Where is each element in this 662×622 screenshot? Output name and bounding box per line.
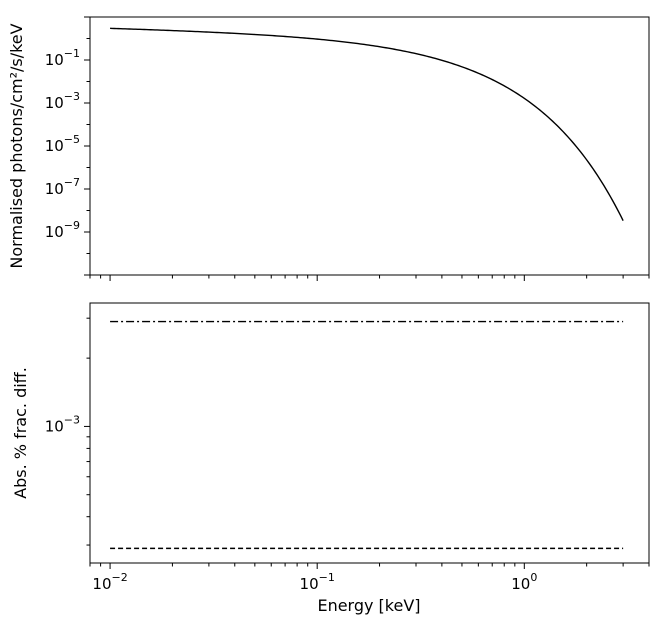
x-tick-label: 100: [511, 571, 537, 593]
top-y-axis-label: Normalised photons/cm²/s/keV: [7, 23, 26, 268]
bottom-x-ticks: 10−2 10−1 100: [89, 563, 650, 593]
y-tick-label: 10−3: [45, 90, 80, 112]
bottom-series-group: [110, 320, 624, 550]
bottom-plot-frame: [89, 302, 650, 564]
x-axis-label: Energy [keV]: [317, 596, 420, 615]
top-plot-frame: [89, 16, 650, 276]
y-tick-label: 10−9: [45, 219, 80, 241]
x-tick-label: 10−1: [300, 571, 335, 593]
y-tick-label: 10−1: [45, 47, 80, 69]
y-tick-label: 10−3: [45, 413, 80, 435]
y-tick-label: 10−7: [45, 176, 80, 198]
bottom-panel: 10−2 10−1 100 10−3 Abs. % frac. diff. Ener…: [11, 302, 650, 615]
bottom-y-axis-label: Abs. % frac. diff.: [11, 367, 30, 499]
y-tick-label: 10−5: [45, 133, 80, 155]
top-panel: 10−1 10−3 10−5 10−7 10−9 Normalised photons/…: [7, 16, 650, 281]
x-tick-label: 10−2: [92, 571, 127, 593]
bottom-y-ticks: 10−3: [45, 317, 90, 546]
top-y-ticks: 10−1 10−3 10−5 10−7 10−9: [45, 16, 90, 276]
series-line-solid: [110, 27, 624, 221]
top-x-ticks: [89, 275, 650, 281]
top-series-group: [110, 27, 624, 221]
